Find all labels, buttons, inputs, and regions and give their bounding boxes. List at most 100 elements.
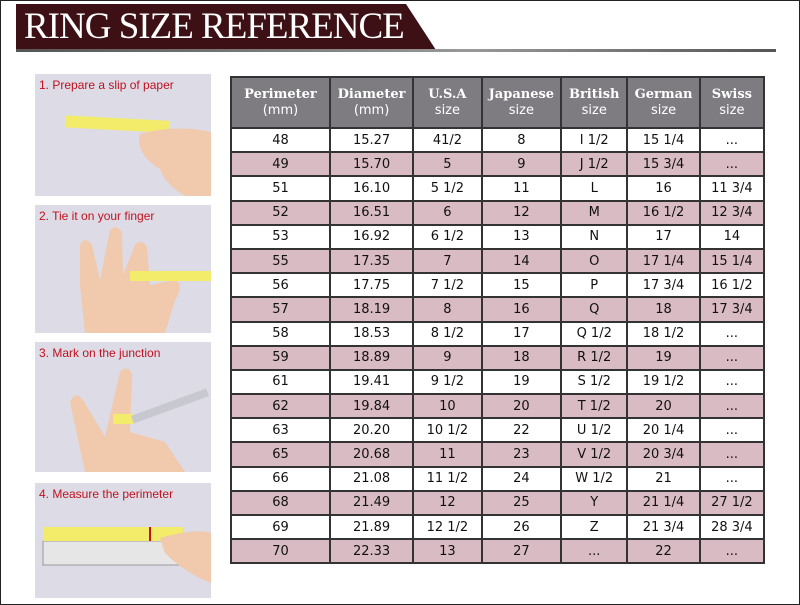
table-cell: 7 [412, 247, 483, 275]
table-row: 66 21.08 11 1/2 24 W 1/2 21... [230, 465, 766, 492]
table-cell: 22 [480, 417, 563, 444]
ruler-measuring-illustration [42, 527, 211, 583]
table-cell: ... [698, 538, 766, 565]
table-cell: 5 1/2 [412, 175, 483, 202]
table-row: 51 16.10 5 1/2 11 L 16 11 3/4 [230, 175, 766, 202]
table-cell: O [560, 247, 629, 275]
table-row: 57 18.19 8 16 Q 18 17 3/4 [230, 296, 766, 323]
table-cell: 6 1/2 [412, 223, 483, 250]
table-cell: 53 [230, 223, 331, 250]
column-title: German [634, 86, 693, 102]
table-cell: 9 [480, 151, 563, 178]
table-cell: 10 1/2 [412, 417, 483, 444]
table-cell: 20 1/4 [626, 417, 701, 444]
table-cell: 66 [230, 465, 331, 492]
table-row: 56 17.75 7 1/2 15 P 17 3/4 16 1/2 [230, 272, 766, 299]
table-cell: 17 [480, 320, 563, 347]
table-cell: 8 [480, 126, 563, 154]
step-label: 2. Tie it on your finger [39, 209, 155, 223]
table-cell: U 1/2 [560, 417, 629, 444]
step-panel-2: 2. Tie it on your finger [35, 205, 211, 333]
table-cell: Q [560, 296, 629, 323]
table-cell: 16.10 [328, 175, 415, 202]
table-cell: 18 [626, 296, 701, 323]
table-row: 70 22.33 13 27... 22... [230, 538, 766, 565]
column-header: U.S.A size [412, 76, 483, 129]
table-cell: 21 1/4 [626, 489, 701, 517]
step-panel-3: 3. Mark on the junction [35, 342, 211, 472]
table-cell: 14 [480, 247, 563, 275]
table-row: 68 21.49 12 25 Y 21 1/4 27 1/2 [230, 489, 766, 517]
table-cell: 51 [230, 175, 331, 202]
table-cell: 6 [412, 199, 483, 226]
table-cell: 15 1/4 [626, 126, 701, 154]
page-title: RING SIZE REFERENCE [24, 6, 405, 47]
table-row: 65 20.68 11 23 V 1/2 20 3/4... [230, 441, 766, 468]
column-title: Diameter [337, 86, 406, 102]
table-cell: ... [698, 344, 766, 371]
table-cell: 48 [230, 126, 331, 154]
column-unit: (mm) [262, 102, 299, 118]
step-panel-1: 1. Prepare a slip of paper [35, 74, 211, 196]
table-cell: Z [560, 513, 629, 541]
table-cell: ... [698, 126, 766, 154]
table-cell: 7 1/2 [412, 272, 483, 299]
table-cell: 11 [480, 175, 563, 202]
table-cell: 70 [230, 538, 331, 565]
table-cell: ... [698, 441, 766, 468]
table-cell: 14 [698, 223, 766, 250]
table-cell: 58 [230, 320, 331, 347]
table-cell: M [560, 199, 629, 226]
table-cell: N [560, 223, 629, 250]
table-cell: W 1/2 [560, 465, 629, 492]
column-unit: (mm) [353, 102, 390, 118]
table-cell: 8 [412, 296, 483, 323]
table-cell: Q 1/2 [560, 320, 629, 347]
table-cell: 65 [230, 441, 331, 468]
table-cell: 61 [230, 368, 331, 396]
step-label: 3. Mark on the junction [39, 346, 161, 360]
table-row: 53 16.92 6 1/2 13 N 17 14 [230, 223, 766, 250]
step-label: 1. Prepare a slip of paper [39, 78, 174, 92]
table-cell: 23 [480, 441, 563, 468]
table-cell: 12 [412, 489, 483, 517]
table-cell: 15.27 [328, 126, 415, 154]
table-cell: 19 [480, 368, 563, 396]
table-row: 52 16.51 6 12 M 16 1/2 12 3/4 [230, 199, 766, 226]
table-cell: S 1/2 [560, 368, 629, 396]
table-cell: L [560, 175, 629, 202]
table-cell: 9 [412, 344, 483, 371]
step-panel-4: 4. Measure the perimeter [35, 483, 211, 598]
table-cell: 16.51 [328, 199, 415, 226]
table-cell: 17 3/4 [626, 272, 701, 299]
table-cell: 16 [626, 175, 701, 202]
column-unit: size [719, 102, 745, 118]
column-title: U.S.A [428, 86, 467, 102]
table-cell: 12 3/4 [698, 199, 766, 226]
table-cell: 19 1/2 [626, 368, 701, 396]
table-cell: 17 1/4 [626, 247, 701, 275]
table-cell: 28 3/4 [698, 513, 766, 541]
column-header: Japanese size [480, 76, 563, 129]
table-cell: 27 1/2 [698, 489, 766, 517]
table-cell: 15 [480, 272, 563, 299]
table-cell: 19 [626, 344, 701, 371]
table-cell: 15 1/4 [698, 247, 766, 275]
table-cell: 10 [412, 393, 483, 420]
column-title: Perimeter [244, 86, 317, 102]
table-cell: 18.53 [328, 320, 415, 347]
table-cell: 11 [412, 441, 483, 468]
table-cell: 20.68 [328, 441, 415, 468]
table-row: 48 15.27 41/2 8 I 1/2 15 1/4... [230, 126, 766, 154]
table-cell: 21 [626, 465, 701, 492]
marking-junction-illustration [70, 368, 209, 472]
table-cell: ... [698, 465, 766, 492]
table-cell: 19.41 [328, 368, 415, 396]
table-cell: T 1/2 [560, 393, 629, 420]
table-cell: 13 [480, 223, 563, 250]
table-cell: 26 [480, 513, 563, 541]
table-cell: 56 [230, 272, 331, 299]
table-row: 58 18.53 8 1/2 17 Q 1/2 18 1/2... [230, 320, 766, 347]
table-cell: 16 1/2 [626, 199, 701, 226]
column-header: Diameter (mm) [328, 76, 415, 129]
